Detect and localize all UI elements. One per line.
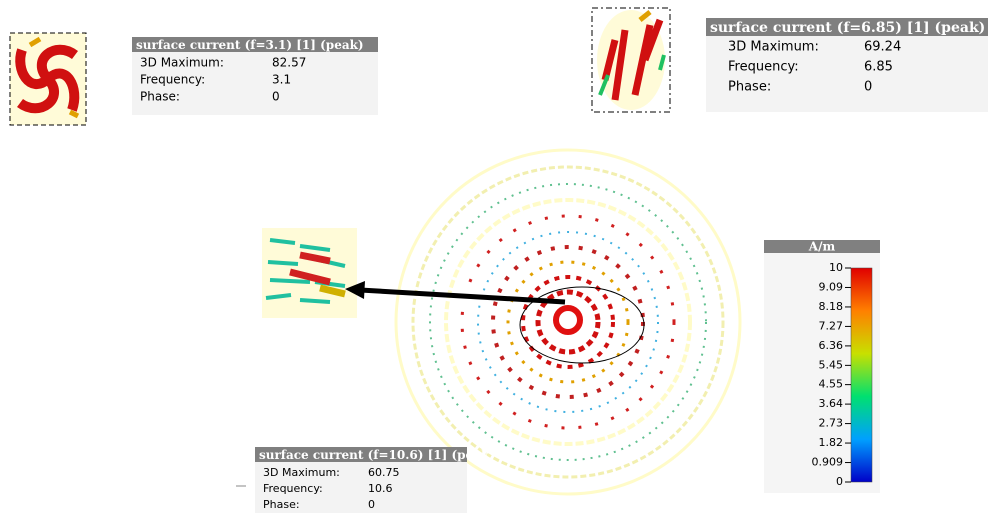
screenshot: A/m surface current (f=3.1) [1] (peak) 3D…	[0, 0, 988, 513]
tick-label: 7.27	[819, 319, 844, 332]
row-label: 3D Maximum:	[263, 466, 340, 479]
tick-label: 2.73	[819, 417, 844, 430]
tick-label: 5.45	[819, 358, 844, 371]
zoom-view	[262, 228, 357, 318]
tick-label: 1.82	[819, 436, 844, 449]
panel-title: surface current (f=3.1) [1] (peak)	[136, 38, 364, 52]
tick-label: 0.909	[812, 456, 844, 469]
spiral-small-1	[10, 33, 86, 125]
tick-label: 4.55	[819, 378, 844, 391]
row-value: 0	[272, 90, 280, 104]
tick-label: 0	[836, 475, 843, 488]
row-value: 82.57	[272, 56, 306, 70]
tick-label: 10	[829, 261, 843, 274]
info-panel: surface current (f=6.85) [1] (peak) 3D Ma…	[706, 18, 988, 112]
row-label: Phase:	[728, 80, 771, 95]
row-label: 3D Maximum:	[728, 40, 819, 55]
row-value: 60.75	[368, 466, 400, 479]
info-panel: surface current (f=3.1) [1] (peak) 3D Max…	[132, 37, 378, 115]
row-label: Frequency:	[263, 482, 323, 495]
row-value: 0	[864, 80, 872, 95]
pointer-arrow	[345, 281, 565, 302]
row-value: 3.1	[272, 73, 291, 87]
row-label: 3D Maximum:	[140, 56, 224, 70]
panel-title: surface current (f=6.85) [1] (peak)	[710, 20, 985, 36]
row-value: 6.85	[864, 60, 893, 75]
panel-title: surface current (f=10.6) [1] (peak)	[259, 448, 495, 462]
row-value: 69.24	[864, 40, 901, 55]
row-label: Frequency:	[728, 60, 799, 75]
row-value: 0	[368, 498, 375, 511]
tick-label: 9.09	[819, 280, 844, 293]
spiral-large	[396, 150, 740, 494]
tick-label: 8.18	[819, 300, 844, 313]
tick-label: 3.64	[819, 397, 844, 410]
tick-label: 6.36	[819, 339, 844, 352]
info-panel: surface current (f=10.6) [1] (peak) 3D Ma…	[255, 447, 495, 513]
row-label: Frequency:	[140, 73, 205, 87]
row-label: Phase:	[140, 90, 180, 104]
colorbar-unit: A/m	[808, 240, 836, 254]
row-value: 10.6	[368, 482, 393, 495]
spiral-small-2	[592, 8, 670, 112]
row-label: Phase:	[263, 498, 300, 511]
